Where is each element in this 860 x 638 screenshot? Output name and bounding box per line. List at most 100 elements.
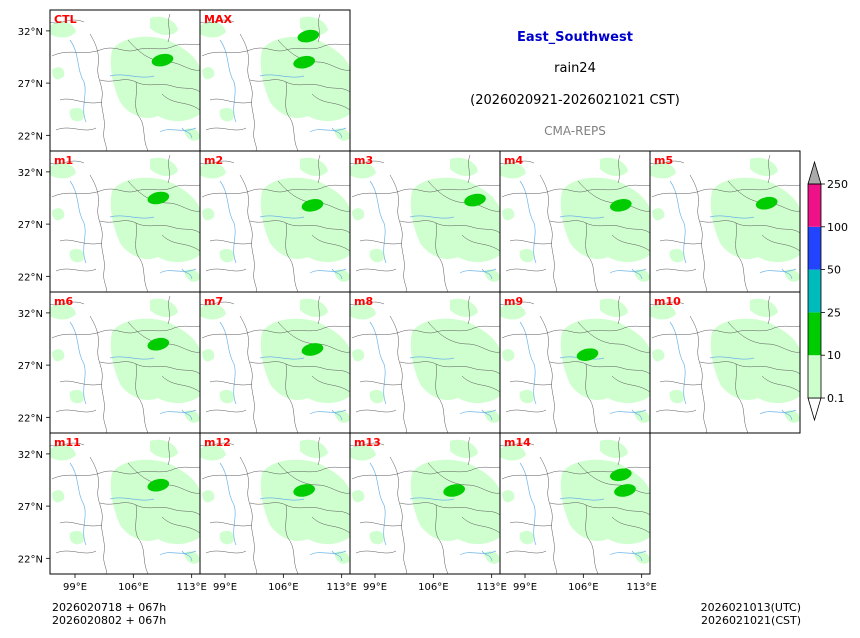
colorbar-extend-high [807,160,822,185]
panel-map-content [200,433,350,574]
panel-map-content [200,292,350,433]
lon-tick-label: 106°E [268,582,298,593]
colorbar-bin [808,355,821,398]
panel-map-content [50,292,200,433]
valid-time-cst: 2026021021(CST) [701,614,801,627]
valid-period: (2026020921-2026021021 CST) [470,93,680,108]
panel-map-content [650,151,800,292]
panel-label: m14 [504,436,531,449]
colorbar-tick-label: 10 [827,349,841,362]
panel-map-content [200,151,350,292]
heavy-rain-spot [301,343,324,356]
valid-time-utc: 2026021013(UTC) [700,601,801,614]
colorbar-extend-low [807,397,822,422]
colorbar-tick-label: 25 [827,306,841,319]
panel-label: m11 [54,436,81,449]
panel-label: m4 [504,154,523,167]
lat-tick-label: 22°N [18,272,43,283]
colorbar-bin [808,184,821,227]
heavy-rain-spot [293,484,315,497]
lat-tick-label: 27°N [18,361,43,372]
lat-tick-label: 22°N [18,413,43,424]
panel-label: m3 [354,154,373,167]
map-panel-m6: m6 [49,291,201,434]
heavy-rain-spot [147,191,170,205]
lon-tick-label: 99°E [513,582,537,593]
panel-label: m2 [204,154,223,167]
map-panel-m11: m11 [49,432,201,575]
heavy-rain-spot [443,484,465,497]
lat-tick-label: 27°N [18,502,43,513]
lon-tick-label: 99°E [213,582,237,593]
heavy-rain-spot [610,199,632,212]
panel-map-content [500,151,650,292]
map-panel-m7: m7 [199,291,351,434]
lat-tick-label: 32°N [18,309,43,320]
lat-tick-label: 22°N [18,131,43,142]
lat-tick-label: 32°N [18,450,43,461]
colorbar-tick-label: 250 [827,178,848,191]
map-panel-m14: m14 [499,432,651,575]
panel-frame [499,432,651,575]
colorbar-tick-label: 0.1 [827,392,845,405]
map-panel-m10: m10 [649,291,801,434]
panel-label: m13 [354,436,381,449]
init-time-cst: 2026020802 + 067h [52,614,167,627]
panel-label: m6 [54,295,73,308]
panel-map-content [350,151,500,292]
heavy-rain-spot [147,337,170,351]
lat-tick-label: 22°N [18,554,43,565]
lon-tick-label: 99°E [363,582,387,593]
map-panel-m2: m2 [199,150,351,293]
panel-frame [649,291,801,434]
lon-tick-label: 113°E [626,582,656,593]
lon-tick-label: 106°E [418,582,448,593]
heavy-rain-spot [151,53,174,67]
lat-tick-label: 27°N [18,79,43,90]
panel-label: CTL [54,13,77,26]
panel-map-content [650,292,800,433]
panel-map-content [350,433,500,574]
map-panel-m8: m8 [349,291,501,434]
map-panel-MAX: MAX [199,9,351,152]
heavy-rain-spot [464,193,486,207]
heavy-rain-spot [614,484,636,497]
lon-tick-label: 106°E [568,582,598,593]
lat-tick-label: 27°N [18,220,43,231]
panel-label: m12 [204,436,231,449]
panel-map-content [200,10,350,151]
colorbar-bin [808,312,821,356]
colorbar-tick-label: 100 [827,221,848,234]
map-panel-m12: m12 [199,432,351,575]
colorbar-bin [808,226,821,270]
panel-label: m8 [354,295,373,308]
map-panel-m4: m4 [499,150,651,293]
heavy-rain-spot [147,478,170,492]
panel-label: m10 [654,295,681,308]
heavy-rain-spot [755,196,778,210]
lat-tick-label: 32°N [18,168,43,179]
map-panel-m9: m9 [499,291,651,434]
lon-tick-label: 113°E [176,582,206,593]
panel-label: m5 [654,154,673,167]
panel-map-content [50,433,200,574]
panel-map-content [50,151,200,292]
lon-tick-label: 106°E [118,582,148,593]
heavy-rain-spot [301,199,324,212]
map-panel-m1: m1 [49,150,201,293]
init-time-utc: 2026020718 + 067h [52,601,167,614]
lon-tick-label: 113°E [326,582,356,593]
lon-tick-label: 113°E [476,582,506,593]
heavy-rain-spot [293,55,315,69]
figure-title: East_Southwest [517,30,633,45]
lat-tick-label: 32°N [18,27,43,38]
map-panel-m5: m5 [649,150,801,293]
variable-name: rain24 [554,61,596,76]
colorbar-bin [808,269,821,313]
panel-map-content [350,292,500,433]
model-name: CMA-REPS [544,124,606,138]
heavy-rain-spot [576,348,599,361]
panel-label: m9 [504,295,523,308]
map-panel-CTL: CTL [49,9,201,152]
